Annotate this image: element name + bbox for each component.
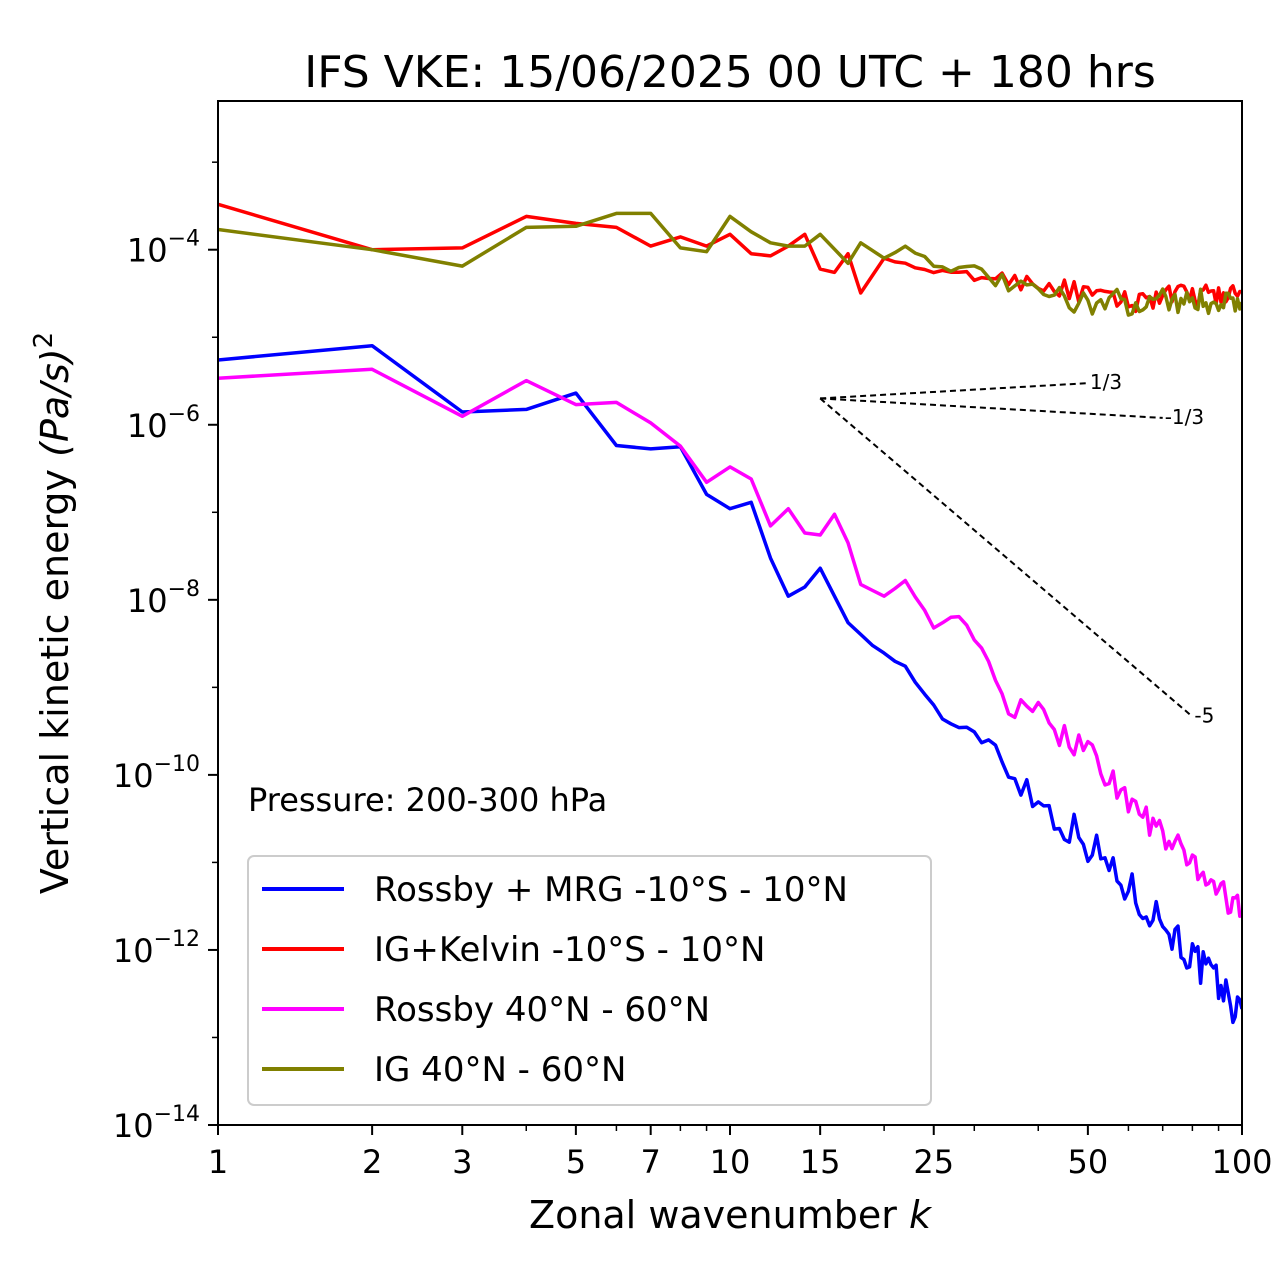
y-axis: 10−14 10−12 10−10 10−8 10−6 10−4 [113,161,218,1145]
x-tick-label: 100 [1211,1143,1272,1181]
slope-label-2: -1/3 [1165,405,1204,429]
legend-label-1: Rossby + MRG -10°S - 10°N [374,870,848,910]
y-tick-label: 10−8 [127,577,200,620]
series-line-4 [218,211,1242,317]
x-tick-label: 1 [208,1143,228,1181]
series-layer [218,202,1242,1025]
pressure-annotation: Pressure: 200-300 hPa [248,781,607,819]
y-tick-label: 10−12 [113,927,200,970]
legend-label-3: Rossby 40°N - 60°N [374,990,710,1030]
slope-label-3: -5 [1194,704,1214,728]
y-tick-label: 10−4 [127,227,200,270]
y-tick-label: 10−10 [113,752,200,795]
x-tick-label: 10 [710,1143,751,1181]
x-tick-label: 25 [913,1143,954,1181]
x-tick-label: 50 [1068,1143,1109,1181]
y-tick-label: 10−14 [113,1102,200,1145]
series-line-2 [218,202,1242,314]
y-axis-label: Vertical kinetic energy (Pa/s)2 [29,332,77,894]
series-line-1 [218,343,1242,1025]
legend: Rossby + MRG -10°S - 10°N IG+Kelvin -10°S… [247,855,932,1106]
slope-line-3 [819,397,1194,718]
slope-line-2 [820,397,1163,419]
chart-title: IFS VKE: 15/06/2025 00 UTC + 180 hrs [304,47,1156,98]
x-axis: 1 2 3 5 7 10 15 25 50 100 [208,1125,1273,1181]
series-line-3 [218,367,1242,918]
y-tick-label: 10−6 [127,402,200,445]
reference-slopes: 1/3 -1/3 -5 [819,370,1214,728]
x-tick-label: 5 [566,1143,586,1181]
legend-label-4: IG 40°N - 60°N [374,1050,626,1090]
x-axis-label: Zonal wavenumber k [529,1193,933,1237]
legend-box [247,855,932,1106]
x-tick-label: 7 [641,1143,661,1181]
slope-line-1 [820,382,1088,400]
slope-label-1: 1/3 [1090,370,1122,394]
x-tick-label: 2 [362,1143,382,1181]
x-tick-label: 15 [800,1143,841,1181]
legend-label-2: IG+Kelvin -10°S - 10°N [374,930,765,970]
x-tick-label: 3 [452,1143,472,1181]
